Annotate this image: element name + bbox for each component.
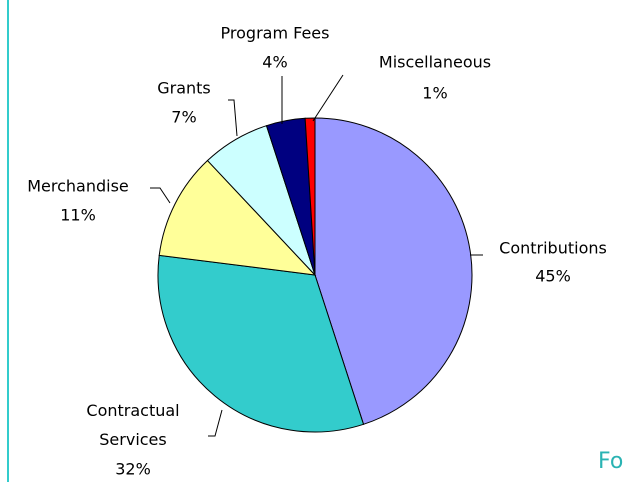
slice-label: Contributions: [499, 238, 607, 258]
leader-line: [208, 409, 223, 437]
slice-percent: 7%: [171, 107, 197, 127]
leader-line: [150, 187, 171, 204]
slice-label: Grants: [157, 78, 211, 98]
slice-label: Merchandise: [27, 176, 129, 196]
slice-label: Miscellaneous: [378, 52, 492, 72]
pie-slice: [157, 254, 365, 433]
corner-text: Fo: [598, 449, 624, 474]
slice-percent: 45%: [535, 266, 571, 286]
leader-line: [312, 74, 344, 122]
slice-percent: 11%: [60, 205, 96, 225]
leader-line: [228, 99, 238, 137]
slice-percent: 32%: [115, 459, 151, 479]
slice-percent: 1%: [422, 83, 448, 103]
slice-percent: 4%: [262, 52, 288, 72]
pie-slice: [314, 117, 473, 425]
slice-label: Contractual Services: [86, 401, 180, 449]
slice-label: Program Fees: [220, 23, 330, 43]
pie-slice: [158, 159, 317, 276]
